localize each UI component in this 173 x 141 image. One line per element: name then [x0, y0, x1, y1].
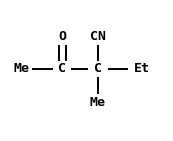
- Text: CN: CN: [90, 30, 106, 44]
- Text: C: C: [94, 62, 102, 75]
- Text: C: C: [58, 62, 66, 75]
- Text: Me: Me: [14, 62, 30, 75]
- Text: O: O: [58, 30, 66, 44]
- Text: Et: Et: [134, 62, 150, 75]
- Text: Me: Me: [90, 96, 106, 110]
